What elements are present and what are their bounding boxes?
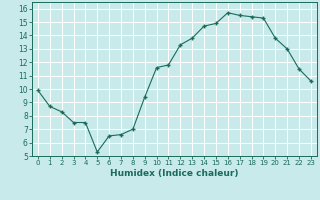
X-axis label: Humidex (Indice chaleur): Humidex (Indice chaleur) xyxy=(110,169,239,178)
